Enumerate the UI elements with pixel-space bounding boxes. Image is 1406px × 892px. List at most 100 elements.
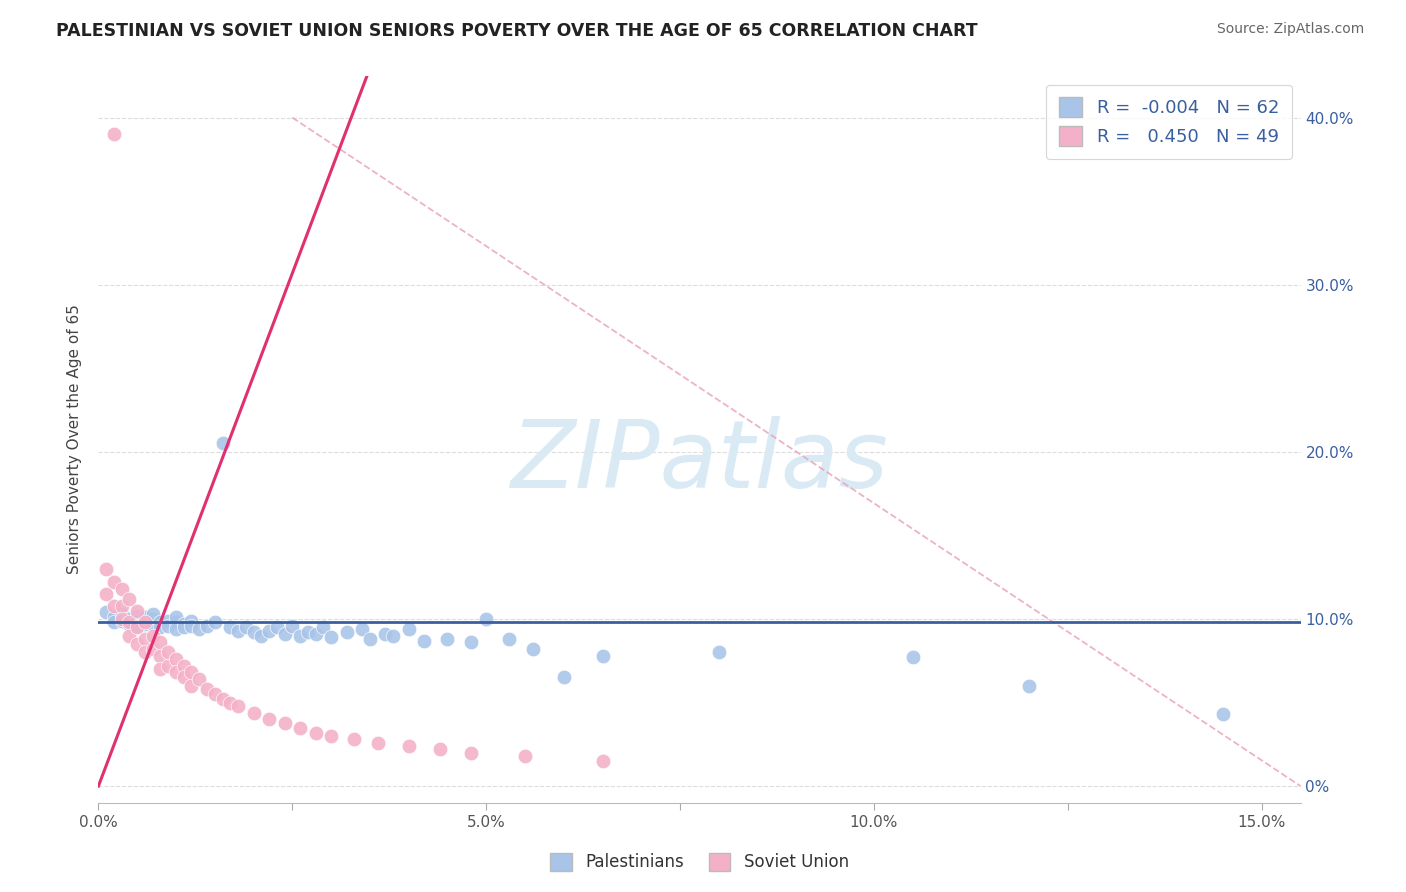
Point (173, 658, 195, 673)
Point (901, 650, 924, 665)
Point (134, 615, 156, 630)
Point (204, 687, 226, 701)
Point (142, 617, 165, 632)
Point (165, 615, 187, 630)
Point (343, 732, 366, 747)
Point (188, 622, 211, 636)
Point (149, 635, 172, 649)
Point (297, 625, 319, 640)
Point (103, 599, 125, 613)
Point (288, 629, 311, 643)
Point (460, 635, 482, 649)
Point (127, 604, 149, 618)
Point (149, 662, 172, 676)
Point (304, 627, 326, 641)
Point (374, 627, 396, 641)
Point (195, 618, 218, 632)
Point (707, 645, 730, 659)
Point (398, 622, 420, 636)
Point (142, 612, 165, 626)
Legend: Palestinians, Soviet Union: Palestinians, Soviet Union (543, 847, 856, 878)
Point (219, 620, 242, 634)
Point (319, 729, 342, 743)
Point (118, 612, 141, 626)
Point (111, 582, 134, 596)
Point (165, 652, 187, 666)
Point (111, 599, 134, 613)
Point (592, 648, 614, 663)
Point (226, 698, 249, 713)
Point (180, 679, 202, 693)
Point (142, 607, 165, 621)
Point (211, 436, 233, 450)
Point (352, 622, 374, 636)
Point (266, 620, 288, 634)
Point (173, 620, 195, 634)
Point (188, 672, 211, 686)
Point (103, 615, 125, 630)
Point (118, 629, 141, 643)
Point (273, 627, 295, 641)
Point (204, 615, 226, 630)
Point (226, 624, 249, 638)
Point (304, 725, 326, 739)
Point (553, 670, 575, 684)
Text: PALESTINIAN VS SOVIET UNION SENIORS POVERTY OVER THE AGE OF 65 CORRELATION CHART: PALESTINIAN VS SOVIET UNION SENIORS POVE… (56, 22, 977, 40)
Point (180, 614, 202, 628)
Point (118, 617, 141, 632)
Point (103, 610, 125, 624)
Point (242, 706, 264, 720)
Point (134, 610, 156, 624)
Point (127, 620, 149, 634)
Point (312, 620, 335, 634)
Point (257, 624, 280, 638)
Point (127, 618, 149, 632)
Point (127, 614, 149, 628)
Point (96, 562, 118, 576)
Point (127, 608, 149, 623)
Point (157, 658, 180, 673)
Point (103, 128, 125, 142)
Point (195, 682, 218, 697)
Point (235, 620, 257, 634)
Point (211, 692, 233, 706)
Point (436, 632, 458, 646)
Point (111, 614, 134, 628)
Point (142, 642, 165, 657)
Point (118, 615, 141, 630)
Point (157, 618, 180, 632)
Text: ZIPatlas: ZIPatlas (510, 416, 889, 507)
Point (111, 612, 134, 626)
Point (367, 736, 389, 750)
Point (522, 642, 544, 657)
Point (134, 645, 156, 659)
Point (180, 618, 202, 632)
Point (134, 617, 156, 632)
Point (149, 648, 172, 663)
Y-axis label: Seniors Poverty Over the Age of 65: Seniors Poverty Over the Age of 65 (67, 304, 83, 574)
Point (149, 620, 172, 634)
Point (382, 629, 405, 643)
Point (257, 712, 280, 726)
Point (513, 749, 536, 764)
Point (149, 615, 172, 630)
Point (173, 617, 195, 632)
Point (592, 754, 614, 768)
Point (118, 591, 141, 606)
Point (96, 587, 118, 601)
Point (180, 665, 202, 680)
Point (281, 618, 304, 632)
Point (273, 715, 295, 730)
Point (111, 607, 134, 621)
Point (219, 696, 242, 710)
Point (498, 632, 520, 646)
Point (242, 625, 264, 640)
Point (157, 614, 180, 628)
Point (319, 631, 342, 645)
Point (1018, 679, 1040, 693)
Point (250, 629, 273, 643)
Point (336, 625, 359, 640)
Point (429, 742, 451, 756)
Point (359, 632, 381, 646)
Point (475, 612, 498, 626)
